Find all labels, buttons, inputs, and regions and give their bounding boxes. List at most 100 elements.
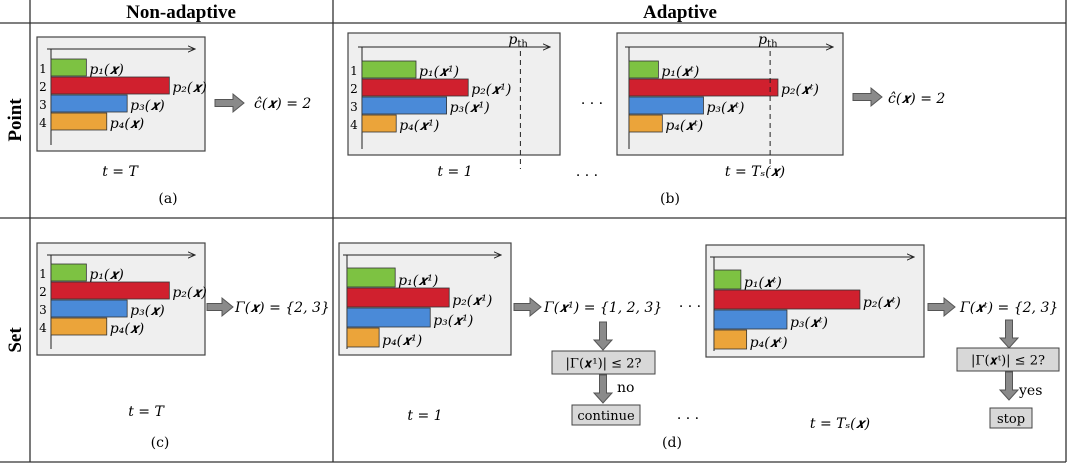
result-d-left: Γ(𝒙¹) = {1, 2, 3} — [543, 300, 662, 316]
arrow-d-right — [927, 296, 956, 318]
action-d-left: continue — [577, 409, 635, 424]
class-index-2: 2 — [350, 82, 358, 96]
caption-d: (d) — [662, 435, 682, 451]
check-d-right: |Γ(𝒙ᵗ)| ≤ 2? — [971, 354, 1045, 369]
bar-class-2 — [628, 78, 779, 97]
caption-b: (b) — [660, 191, 680, 207]
bar-class-1 — [50, 58, 87, 77]
bar-label-3: p₃(𝒙¹) — [450, 100, 490, 116]
bar-label-3: p₃(𝒙¹) — [433, 313, 473, 329]
check-d-left-box — [551, 350, 656, 375]
class-index-3: 3 — [350, 100, 358, 114]
bar-label-1: p₁(𝒙ᵗ) — [744, 275, 782, 291]
bar-label-4: p₄(𝒙) — [110, 321, 145, 337]
bar-class-3 — [713, 309, 788, 330]
bar-class-2 — [50, 281, 170, 300]
answer-d-right: yes — [1018, 383, 1042, 399]
class-index-3: 3 — [39, 303, 47, 317]
action-d-right-box — [989, 407, 1033, 429]
class-index-4: 4 — [39, 116, 47, 130]
time-d-left: t = 1 — [407, 408, 442, 424]
class-index-1: 1 — [350, 64, 358, 78]
bar-label-2: p₂(𝒙) — [172, 80, 207, 96]
bar-label-4: p₄(𝒙ᵗ) — [665, 118, 703, 134]
class-index-3: 3 — [39, 98, 47, 112]
ellipsis-b-mid: · · · — [581, 96, 603, 112]
row-label-point: Point — [5, 98, 26, 142]
check-d-left: |Γ(𝒙¹)| ≤ 2? — [566, 357, 642, 372]
class-index-1: 1 — [39, 267, 47, 281]
bar-class-3 — [346, 307, 431, 328]
time-c: t = T — [128, 404, 165, 420]
class-index-4: 4 — [350, 118, 358, 132]
bar-class-4 — [346, 327, 380, 348]
time-a: t = T — [102, 164, 139, 180]
result-d-right: Γ(𝒙ᵗ) = {2, 3} — [959, 300, 1058, 316]
bar-label-3: p₃(𝒙ᵗ) — [706, 100, 744, 116]
bar-label-2: p₂(𝒙) — [172, 285, 207, 301]
bar-class-4 — [50, 317, 108, 336]
bar-class-1 — [361, 60, 417, 79]
class-index-4: 4 — [39, 321, 47, 335]
panel-a: 1 p₁(𝒙) 2 p₂(𝒙) 3 p₃(𝒙) 4 p₄(𝒙) — [36, 36, 207, 152]
bar-label-2: p₂(𝒙¹) — [471, 82, 511, 98]
bar-class-2 — [713, 289, 861, 310]
arrow-b — [852, 86, 883, 108]
result-c: Γ(𝒙) = {2, 3} — [234, 300, 330, 316]
bar-class-3 — [628, 96, 704, 115]
down-arrow-d-left-2 — [592, 374, 614, 404]
bar-label-4: p₄(𝒙¹) — [399, 118, 439, 134]
class-index-1: 1 — [39, 62, 47, 76]
header-non-adaptive: Non-adaptive — [126, 2, 236, 23]
bar-label-1: p₁(𝒙ᵗ) — [661, 64, 699, 80]
check-d-right-box — [956, 347, 1060, 372]
result-a: ĉ(𝒙) = 2 — [254, 96, 311, 112]
bar-label-3: p₃(𝒙ᵗ) — [790, 315, 828, 331]
class-index-2: 2 — [39, 285, 47, 299]
caption-a: (a) — [158, 191, 177, 207]
bar-class-3 — [50, 299, 128, 318]
bar-class-1 — [713, 269, 742, 290]
bar-label-1: p₁(𝒙) — [89, 267, 124, 283]
bar-class-1 — [346, 267, 396, 288]
bar-label-3: p₃(𝒙) — [130, 303, 165, 319]
class-index-2: 2 — [39, 80, 47, 94]
down-arrow-d-left-1 — [592, 321, 614, 351]
bar-label-2: p₂(𝒙ᵗ) — [781, 82, 819, 98]
bar-label-4: p₄(𝒙¹) — [382, 333, 422, 349]
bar-label-1: p₁(𝒙¹) — [398, 273, 438, 289]
bar-class-4 — [50, 112, 108, 131]
panel-b-left: 1 p₁(𝒙¹)2 p₂(𝒙¹)3 p₃(𝒙¹)4 p₄(𝒙¹)pth — [347, 32, 561, 169]
bar-class-4 — [713, 329, 748, 350]
bar-class-1 — [50, 263, 87, 282]
ellipsis-d-low: · · · — [677, 411, 699, 427]
answer-d-left: no — [617, 380, 634, 396]
bar-class-4 — [361, 114, 397, 133]
panel-c: 1 p₁(𝒙) 2 p₂(𝒙) 3 p₃(𝒙) 4 p₄(𝒙) — [36, 242, 207, 356]
bar-label-4: p₄(𝒙ᵗ) — [750, 335, 788, 351]
panel-b-right: p₁(𝒙ᵗ)p₂(𝒙ᵗ)p₃(𝒙ᵗ)p₄(𝒙ᵗ)pth — [616, 32, 844, 169]
bar-class-4 — [628, 114, 663, 133]
down-arrow-d-right-1 — [998, 319, 1020, 349]
panel-d-left: p₁(𝒙¹) p₂(𝒙¹) p₃(𝒙¹) p₄(𝒙¹) — [338, 242, 512, 356]
bar-label-4: p₄(𝒙) — [110, 116, 145, 132]
caption-c: (c) — [151, 435, 170, 451]
bar-label-2: p₂(𝒙ᵗ) — [863, 295, 901, 311]
header-adaptive: Adaptive — [643, 2, 717, 23]
down-arrow-d-right-2 — [998, 371, 1020, 401]
bar-label-1: p₁(𝒙¹) — [419, 64, 459, 80]
time-b-right: t = Tₛ(𝒙) — [725, 164, 785, 180]
bar-class-1 — [628, 60, 659, 79]
bar-class-3 — [361, 96, 447, 115]
row-label-set: Set — [5, 327, 26, 353]
arrow-c — [206, 296, 234, 318]
action-d-left-box — [571, 404, 641, 426]
panel-d-right: p₁(𝒙ᵗ) p₂(𝒙ᵗ) p₃(𝒙ᵗ)p₄(𝒙ᵗ) — [705, 244, 925, 358]
arrow-a — [214, 92, 245, 114]
time-d-right: t = Tₛ(𝒙) — [810, 416, 870, 432]
bar-class-2 — [361, 78, 469, 97]
bar-class-2 — [346, 287, 450, 308]
